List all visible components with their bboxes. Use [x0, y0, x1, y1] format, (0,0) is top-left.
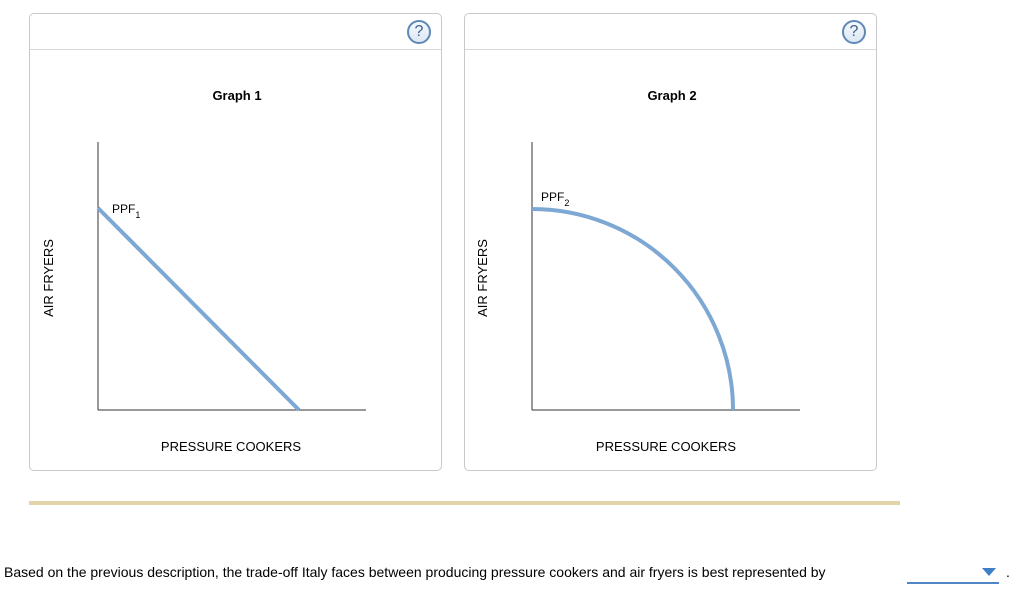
graph2-y-axis-label: AIR FRYERS: [475, 239, 490, 317]
answer-dropdown[interactable]: [907, 562, 999, 584]
graph1-y-axis-label: AIR FRYERS: [41, 239, 56, 317]
graph1-title: Graph 1: [212, 88, 261, 103]
chevron-down-icon: [982, 568, 996, 576]
graph1-ppf1-label: PPF1: [112, 202, 140, 220]
graph2-title: Graph 2: [647, 88, 696, 103]
graph1-x-axis-label: PRESSURE COOKERS: [161, 439, 301, 454]
section-divider: [29, 501, 900, 505]
graph2-x-axis-label: PRESSURE COOKERS: [596, 439, 736, 454]
graph1-panel: ? Graph 1 PPF1 PRESSURE COOKERS AIR FRYE…: [29, 13, 442, 471]
question-text: Based on the previous description, the t…: [4, 564, 826, 580]
graph1-ppf1-curve: [96, 206, 301, 412]
graph2-panel: ? Graph 2 PPF2 PRESSURE COOKERS AIR FRYE…: [464, 13, 877, 471]
graph2-help-button[interactable]: ?: [842, 20, 866, 44]
graph2-ppf2-label: PPF2: [541, 190, 569, 208]
graph2-panel-header: ?: [465, 14, 876, 50]
graph2-chart: Graph 2 PPF2 PRESSURE COOKERS AIR FRYERS: [475, 88, 800, 454]
graph1-chart: Graph 1 PPF1 PRESSURE COOKERS AIR FRYERS: [41, 88, 366, 454]
question-period: .: [1006, 564, 1010, 580]
graph2-ppf2-curve: [531, 207, 735, 411]
graph1-panel-header: ?: [30, 14, 441, 50]
graph1-help-button[interactable]: ?: [407, 20, 431, 44]
